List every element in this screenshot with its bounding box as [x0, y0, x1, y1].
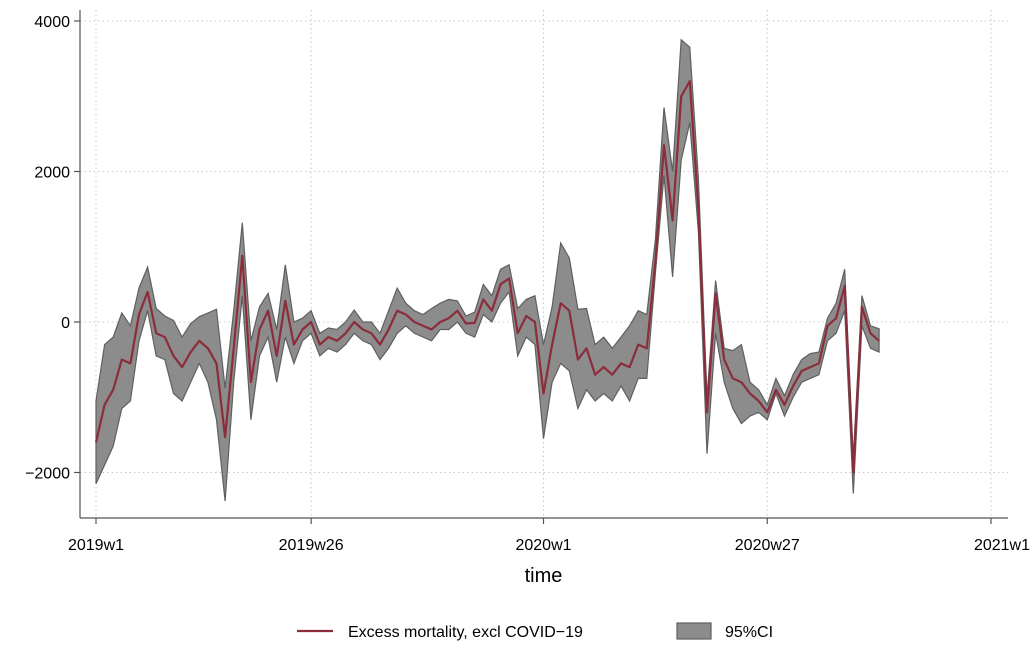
y-tick-label: 4000: [34, 14, 70, 31]
x-axis-title: time: [525, 565, 563, 587]
y-tick-label: 2000: [34, 165, 70, 182]
legend-label-excess: Excess mortality, excl COVID−19: [348, 624, 583, 641]
x-tick-label: 2019w26: [279, 537, 344, 554]
x-tick-label: 2020w1: [515, 537, 571, 554]
x-tick-label: 2020w27: [735, 537, 800, 554]
y-tick-label: −2000: [25, 466, 70, 483]
excess-mortality-line: [94, 80, 880, 474]
x-tick-label: 2021w1: [974, 537, 1030, 554]
y-tick-label: 0: [61, 315, 70, 332]
legend: Excess mortality, excl COVID−19 95%CI: [297, 622, 773, 641]
legend-ci-swatch: [676, 622, 712, 640]
x-tick-label: 2019w1: [68, 537, 124, 554]
y-axis: −2000 0 2000 4000: [25, 10, 81, 518]
legend-label-ci: 95%CI: [725, 624, 773, 641]
x-axis: 2019w1 2019w26 2020w1 2020w27 2021w1: [68, 517, 1030, 554]
ci-band: [95, 38, 880, 502]
